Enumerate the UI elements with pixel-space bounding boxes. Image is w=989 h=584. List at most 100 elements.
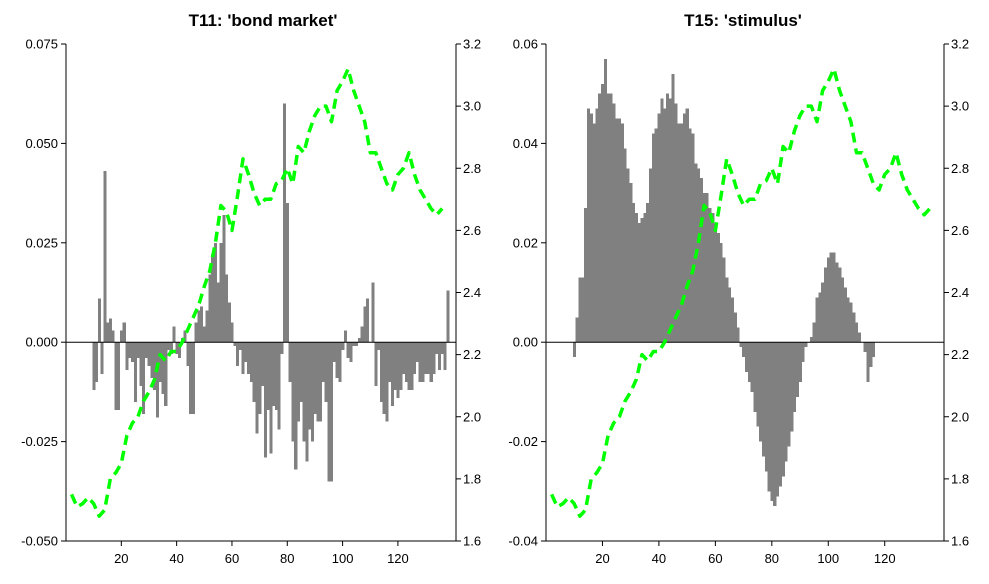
bar xyxy=(142,342,146,414)
x-tick-label: 120 xyxy=(387,551,409,566)
chart-panel-bond-market: T11: 'bond market' 0.075 0.050 0.025 0.000 -… xyxy=(21,11,481,566)
bar xyxy=(722,257,726,343)
bar xyxy=(305,342,309,462)
bar xyxy=(106,322,110,343)
bar xyxy=(150,342,154,378)
bar xyxy=(391,342,395,406)
bar xyxy=(131,342,135,363)
bar xyxy=(252,342,256,402)
bar xyxy=(852,312,856,343)
bar xyxy=(108,318,112,343)
bar xyxy=(313,342,317,414)
bar xyxy=(164,342,168,406)
bar xyxy=(277,342,281,430)
bar xyxy=(263,342,267,458)
y-tick-label: 0.050 xyxy=(25,136,58,151)
bar xyxy=(838,267,842,343)
bar xyxy=(324,342,328,402)
bar xyxy=(598,93,602,343)
axes: 0.06 0.04 0.02 0.00 -0.02 -0.04 3.2 3.0 2.8 2.6 2.… xyxy=(508,37,969,567)
bar xyxy=(739,342,743,348)
bar xyxy=(708,208,712,343)
y2-tick-label: 2.0 xyxy=(951,409,969,424)
bar xyxy=(432,342,436,375)
bar-series xyxy=(572,58,876,507)
bar xyxy=(626,168,630,343)
x-tick-label: 120 xyxy=(874,551,896,566)
y-tick-label: 0.04 xyxy=(513,136,538,151)
bar xyxy=(832,252,836,343)
y-tick-label: 0.06 xyxy=(513,37,538,52)
bar xyxy=(360,326,364,343)
y2-tick-label: 3.2 xyxy=(463,37,481,52)
bar xyxy=(606,93,610,343)
bar xyxy=(770,342,774,502)
bar xyxy=(620,123,624,343)
bar xyxy=(657,113,661,343)
bar xyxy=(761,342,766,457)
chart-title: T11: 'bond market' xyxy=(189,11,338,30)
bar xyxy=(665,93,670,343)
bar xyxy=(615,118,619,343)
bar xyxy=(172,326,176,343)
bar xyxy=(296,342,301,422)
bar xyxy=(778,342,782,487)
bar xyxy=(784,342,788,462)
bar xyxy=(410,342,414,390)
bar xyxy=(843,287,847,343)
bar xyxy=(249,342,254,382)
y2-tick-label: 2.2 xyxy=(463,347,481,362)
bar xyxy=(671,73,675,343)
bar xyxy=(153,342,157,390)
bar xyxy=(643,212,647,343)
bar xyxy=(418,342,422,382)
y2-tick-label: 2.6 xyxy=(951,223,969,238)
bar xyxy=(166,342,171,351)
y-tick-label: -0.04 xyxy=(508,534,538,549)
bar xyxy=(393,342,397,390)
bar xyxy=(609,93,613,343)
axes: 0.075 0.050 0.025 0.000 -0.025 -0.050 3.2 3.0 2.… xyxy=(21,37,481,567)
bar xyxy=(291,342,295,442)
bar xyxy=(595,108,599,343)
bar xyxy=(117,342,121,410)
bar xyxy=(688,128,692,343)
bar xyxy=(826,257,830,343)
bar xyxy=(747,342,751,382)
series-line xyxy=(69,67,444,518)
bar xyxy=(705,193,709,343)
bar xyxy=(809,337,814,343)
bar xyxy=(821,282,825,343)
bar xyxy=(402,342,406,375)
bar xyxy=(382,342,386,414)
series-line xyxy=(550,67,932,518)
bar xyxy=(804,342,808,348)
bar xyxy=(227,302,231,343)
bar xyxy=(773,342,777,507)
bar xyxy=(846,297,850,343)
bar xyxy=(792,342,797,412)
bar xyxy=(407,342,411,390)
y2-tick-label: 1.8 xyxy=(951,471,969,486)
y2-tick-label: 2.6 xyxy=(463,223,481,238)
bar xyxy=(200,306,204,343)
y-tick-label: -0.050 xyxy=(21,534,58,549)
bar xyxy=(818,292,822,343)
bar xyxy=(238,342,242,351)
bar xyxy=(332,342,336,363)
bar xyxy=(640,217,644,343)
bar xyxy=(713,222,718,343)
bar xyxy=(612,103,616,343)
bar xyxy=(404,342,408,382)
bar xyxy=(272,342,276,406)
bar xyxy=(438,342,442,371)
bar xyxy=(269,342,273,454)
bar xyxy=(236,342,240,367)
bar xyxy=(316,342,320,422)
bar xyxy=(346,342,350,359)
chart-title: T15: 'stimulus' xyxy=(684,11,802,30)
bar xyxy=(222,214,226,343)
bar xyxy=(379,342,384,402)
bar xyxy=(651,133,655,343)
y2-tick-label: 1.8 xyxy=(463,471,481,486)
